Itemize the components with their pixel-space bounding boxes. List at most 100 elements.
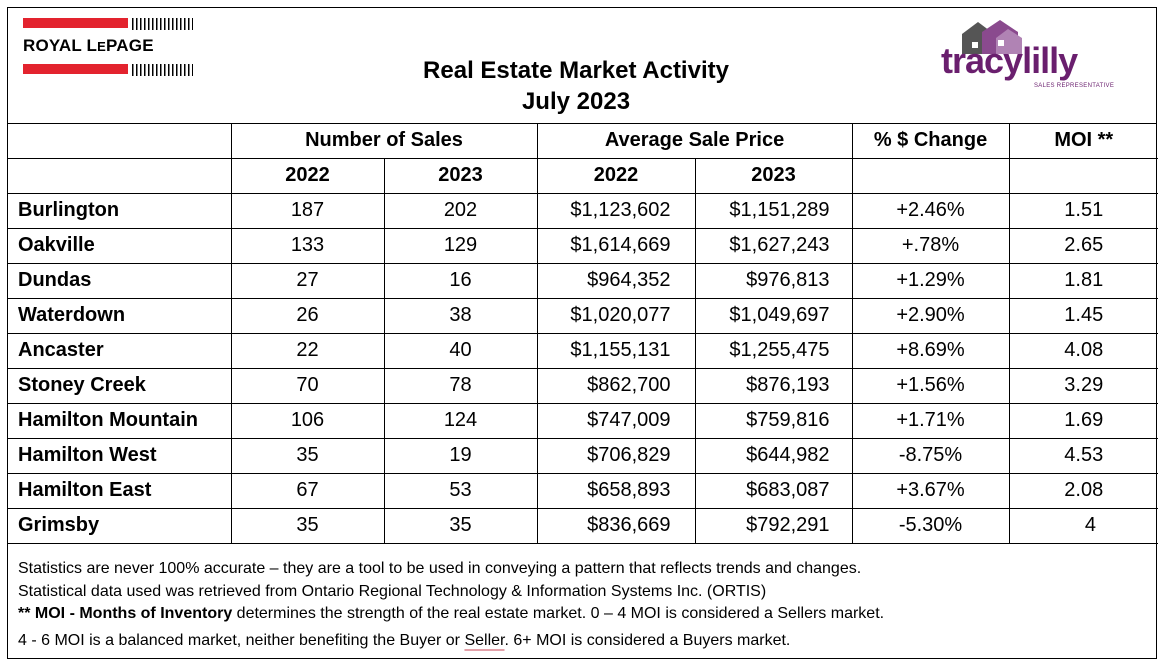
note-source: Statistical data used was retrieved from… [18,582,767,600]
header-sales-2023: 2023 [383,157,538,194]
logo-wordmark: ROYAL LEPAGE [23,36,154,55]
moi-cell: 4 [1008,507,1159,544]
sales-2023-cell: 202 [383,193,538,229]
change-cell: +3.67% [851,472,1010,509]
sales-2022-cell: 106 [230,402,385,439]
sales-2023-cell: 53 [383,472,538,509]
area-cell: Oakville [8,227,232,264]
change-cell: +2.90% [851,297,1010,334]
area-cell: Hamilton East [8,472,232,509]
house-icon [962,20,1022,54]
price-2022-cell: $1,614,669 [536,227,696,264]
price-2023-cell: $1,255,475 [694,332,853,369]
header-moi: MOI ** [1008,123,1159,159]
price-2022-cell: $964,352 [536,262,696,299]
table-row: Ancaster 22 40 $1,155,131 $1,255,475 +8.69% 4.… [8,332,1159,369]
price-2023-cell: $759,816 [694,402,853,439]
sales-2022-cell: 35 [230,507,385,544]
moi-cell: 1.69 [1008,402,1159,439]
moi-cell: 1.81 [1008,262,1159,299]
logo-red-bar-bottom [23,64,128,74]
header: ROYAL LEPAGE Real Estate Market Activity… [8,8,1156,124]
price-2022-cell: $747,009 [536,402,696,439]
change-cell: +2.46% [851,193,1010,229]
year-header-row: 2022 2023 2022 2023 [8,157,1159,194]
royal-lepage-logo: ROYAL LEPAGE [23,18,193,76]
moi-cell: 4.53 [1008,437,1159,474]
table-row: Oakville 133 129 $1,614,669 $1,627,243 +.78% 2… [8,227,1159,264]
area-cell: Grimsby [8,507,232,544]
price-2022-cell: $1,123,602 [536,193,696,229]
change-cell: -8.75% [851,437,1010,474]
sales-2022-cell: 70 [230,367,385,404]
page-title: Real Estate Market Activity [423,57,729,84]
tracylilly-wordmark: tracylilly [941,40,1078,81]
sales-2023-cell: 35 [383,507,538,544]
price-2022-cell: $836,669 [536,507,696,544]
price-2023-cell: $683,087 [694,472,853,509]
empty-header-cell [8,157,232,194]
price-2022-cell: $1,020,077 [536,297,696,334]
change-cell: +.78% [851,227,1010,264]
footnotes: Statistics are never 100% accurate – the… [18,558,1148,652]
table-row: Stoney Creek 70 78 $862,700 $876,193 +1.56% 3.… [8,367,1159,404]
moi-cell: 2.65 [1008,227,1159,264]
header-number-of-sales: Number of Sales [230,123,538,159]
table-row: Hamilton East 67 53 $658,893 $683,087 +3.67% 2… [8,472,1159,509]
change-cell: -5.30% [851,507,1010,544]
sales-2023-cell: 19 [383,437,538,474]
note-moi-definition: ** MOI - Months of Inventory determines … [18,605,885,622]
price-2022-cell: $658,893 [536,472,696,509]
price-2023-cell: $976,813 [694,262,853,299]
tracylilly-logo: tracylilly SALES REPRESENTATIVE [938,20,1118,100]
note-moi-term: ** MOI - Months of Inventory [18,605,233,622]
price-2022-cell: $862,700 [536,367,696,404]
page-subtitle: July 2023 [521,88,631,115]
sales-2023-cell: 129 [383,227,538,264]
sales-2023-cell: 124 [383,402,538,439]
header-sales-2022: 2022 [230,157,385,194]
sales-2022-cell: 67 [230,472,385,509]
empty-header-cell [1008,157,1159,194]
empty-header-cell [851,157,1010,194]
sales-2022-cell: 27 [230,262,385,299]
change-cell: +8.69% [851,332,1010,369]
table-row: Burlington 187 202 $1,123,602 $1,151,289 +2.4… [8,193,1159,229]
table-row: Dundas 27 16 $964,352 $976,813 +1.29% 1.81 [8,262,1159,299]
sales-2022-cell: 133 [230,227,385,264]
area-cell: Hamilton West [8,437,232,474]
price-2023-cell: $792,291 [694,507,853,544]
change-cell: +1.29% [851,262,1010,299]
header-percent-change: % $ Change [851,123,1010,159]
area-cell: Ancaster [8,332,232,369]
price-2023-cell: $1,627,243 [694,227,853,264]
price-2022-cell: $706,829 [536,437,696,474]
document-frame: ROYAL LEPAGE Real Estate Market Activity… [7,7,1159,659]
sales-2022-cell: 187 [230,193,385,229]
sales-2023-cell: 40 [383,332,538,369]
moi-cell: 2.08 [1008,472,1159,509]
sales-2023-cell: 16 [383,262,538,299]
moi-cell: 3.29 [1008,367,1159,404]
header-price-2023: 2023 [694,157,853,194]
sales-2022-cell: 22 [230,332,385,369]
logo-barcode-bottom [132,64,193,76]
header-price-2022: 2022 [536,157,696,194]
sales-2023-cell: 78 [383,367,538,404]
moi-cell: 1.51 [1008,193,1159,229]
area-cell: Hamilton Mountain [8,402,232,439]
change-cell: +1.56% [851,367,1010,404]
sales-2023-cell: 38 [383,297,538,334]
table-row: Grimsby 35 35 $836,669 $792,291 -5.30% 4 [8,507,1159,544]
note-moi-scale: 4 - 6 MOI is a balanced market, neither … [18,631,791,649]
moi-cell: 1.45 [1008,297,1159,334]
price-2023-cell: $876,193 [694,367,853,404]
table-row: Hamilton West 35 19 $706,829 $644,982 -8.75% 4… [8,437,1159,474]
empty-header-cell [8,123,232,159]
price-2023-cell: $1,049,697 [694,297,853,334]
price-2022-cell: $1,155,131 [536,332,696,369]
table-row: Hamilton Mountain 106 124 $747,009 $759,816 +… [8,402,1159,439]
table-row: Waterdown 26 38 $1,020,077 $1,049,697 +2.90% 1… [8,297,1159,334]
price-2023-cell: $644,982 [694,437,853,474]
market-activity-table: Number of Sales Average Sale Price % $ C… [8,123,1159,544]
